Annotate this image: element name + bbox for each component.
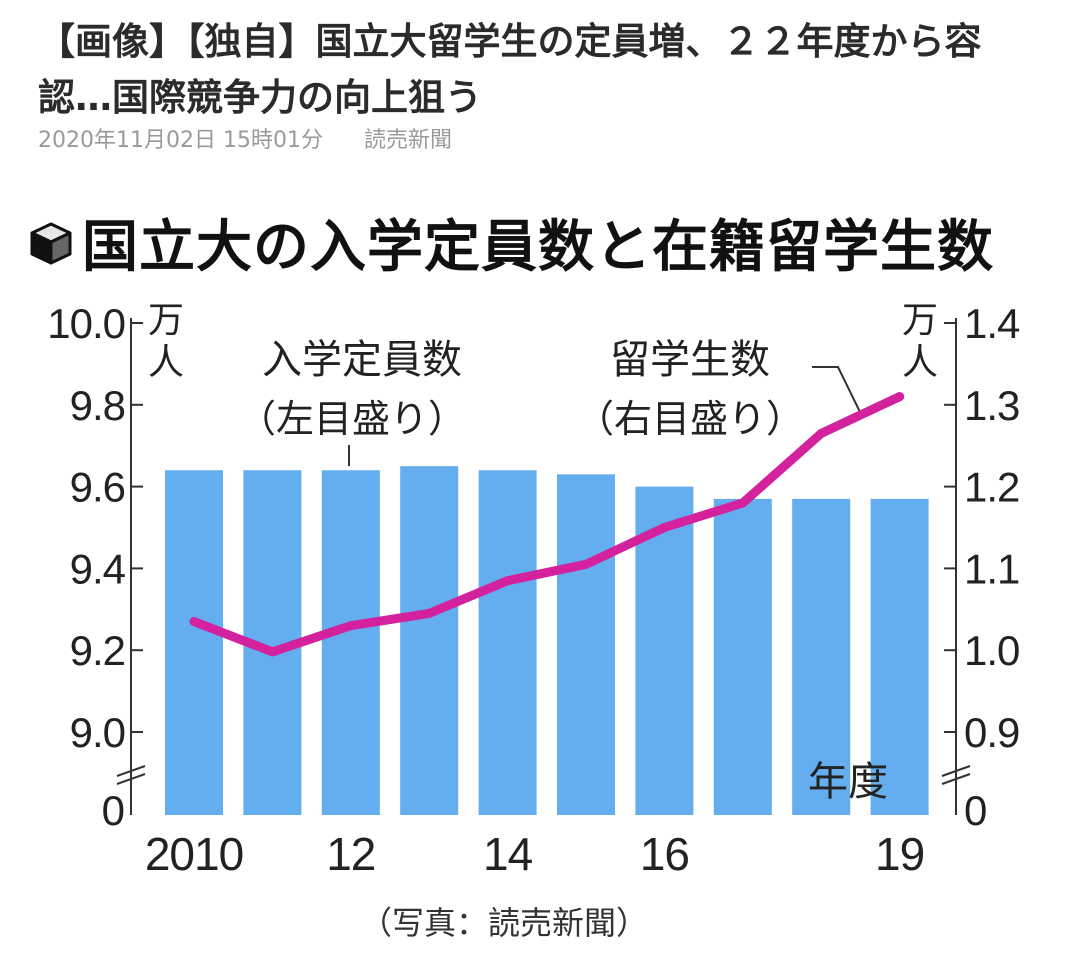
line-point-2014 [503, 576, 513, 586]
right-zero-label: 0 [964, 787, 987, 834]
x-tick-label: 2010 [145, 828, 243, 880]
x-tick-label: 16 [640, 828, 689, 880]
x-tick-label: 14 [483, 828, 533, 880]
right-tick-label: 0.9 [964, 709, 1019, 756]
line-point-2019 [895, 392, 905, 402]
right-tick-label: 1.0 [964, 627, 1019, 674]
left-tick-label: 10.0 [47, 300, 125, 347]
article-headline: 【画像】【独自】国立大留学生の定員増、２２年度から容認…国際競争力の向上狙う [38, 20, 982, 119]
article-source: 読売新聞 [363, 128, 452, 153]
bar-2013 [400, 466, 459, 815]
x-axis-label: 年度 [808, 759, 888, 805]
left-unit-top: 万 [148, 300, 184, 341]
right-unit-bottom: 人 [902, 342, 938, 383]
bar-2014 [478, 470, 537, 815]
bar-series-label: 入学定員数 [262, 337, 462, 383]
line-point-2010 [189, 617, 199, 627]
left-unit-bottom: 人 [148, 342, 184, 383]
right-unit-top: 万 [902, 300, 938, 341]
bar-series-sublabel: （左目盛り） [238, 397, 466, 441]
line-point-2017 [738, 498, 748, 508]
line-point-2018 [816, 428, 826, 438]
left-tick-label: 9.4 [70, 545, 126, 592]
left-tick-label: 9.6 [70, 464, 125, 511]
line-point-2013 [424, 608, 434, 618]
line-point-2016 [659, 523, 669, 532]
right-tick-label: 1.3 [964, 382, 1019, 429]
axis-break-mark [116, 765, 146, 777]
line-series-label: 留学生数 [610, 337, 770, 383]
axis-break-mark [941, 765, 971, 777]
line-series-sublabel: （右目盛り） [576, 397, 804, 441]
article-date: 2020年11月02日 15時01分 [38, 128, 323, 153]
line-series-leader [812, 366, 861, 413]
chart-title: 国立大の入学定員数と在籍留学生数 [28, 202, 994, 283]
cube-icon [30, 222, 72, 264]
left-zero-label: 0 [102, 787, 125, 834]
photo-caption: （写真：読売新聞） [360, 904, 649, 942]
line-point-2015 [581, 559, 591, 569]
bar-2019 [870, 498, 929, 815]
left-tick-label: 9.8 [70, 382, 125, 429]
right-tick-label: 1.2 [964, 464, 1019, 511]
left-tick-label: 9.2 [70, 627, 125, 674]
line-point-2011 [267, 647, 277, 657]
right-tick-label: 1.4 [964, 300, 1020, 347]
line-point-2012 [346, 621, 356, 631]
left-tick-label: 9.0 [70, 709, 125, 756]
axis-break-mark [116, 773, 146, 785]
article-meta: 2020年11月02日 15時01分 読売新聞 [38, 122, 486, 154]
x-tick-label: 19 [875, 828, 924, 880]
x-tick-label: 12 [326, 828, 375, 880]
axis-break-mark [941, 773, 971, 785]
bar-2010 [165, 470, 223, 815]
bar-2017 [713, 498, 772, 815]
bar-2018 [792, 498, 851, 815]
chart-title-text: 国立大の入学定員数と在籍留学生数 [82, 215, 994, 280]
right-tick-label: 1.1 [964, 545, 1019, 592]
line-留学生数 [189, 392, 905, 657]
bar-2015 [557, 474, 615, 815]
bar-2012 [321, 470, 380, 815]
